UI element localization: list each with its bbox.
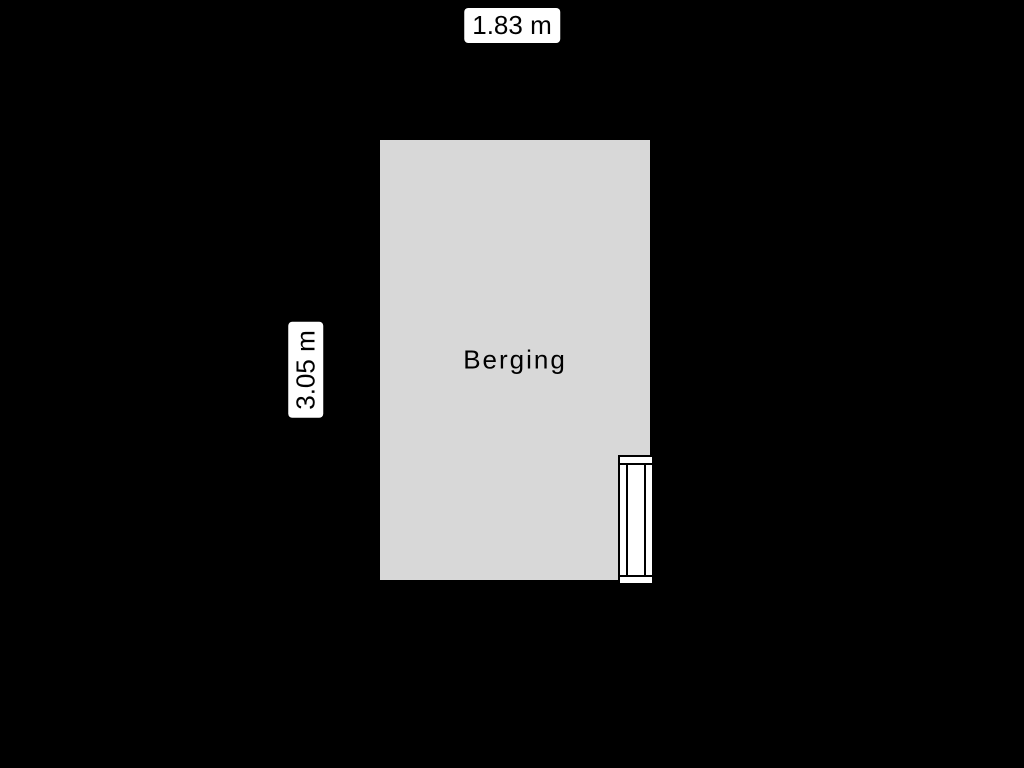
door xyxy=(618,455,654,585)
room-label: Berging xyxy=(463,345,567,376)
door-line-v2 xyxy=(626,463,628,577)
door-line-v1 xyxy=(618,455,620,585)
door-line-4 xyxy=(618,583,654,585)
floorplan-container: Berging 1.83 m 3.05 m xyxy=(0,0,1024,768)
door-line-v3 xyxy=(644,463,646,577)
door-line-2 xyxy=(618,463,654,465)
door-line-v4 xyxy=(652,455,654,585)
door-line-3 xyxy=(618,575,654,577)
door-line-1 xyxy=(618,455,654,457)
dimension-width: 1.83 m xyxy=(464,8,560,43)
dimension-height: 3.05 m xyxy=(288,322,323,418)
room-berging: Berging xyxy=(370,130,660,590)
